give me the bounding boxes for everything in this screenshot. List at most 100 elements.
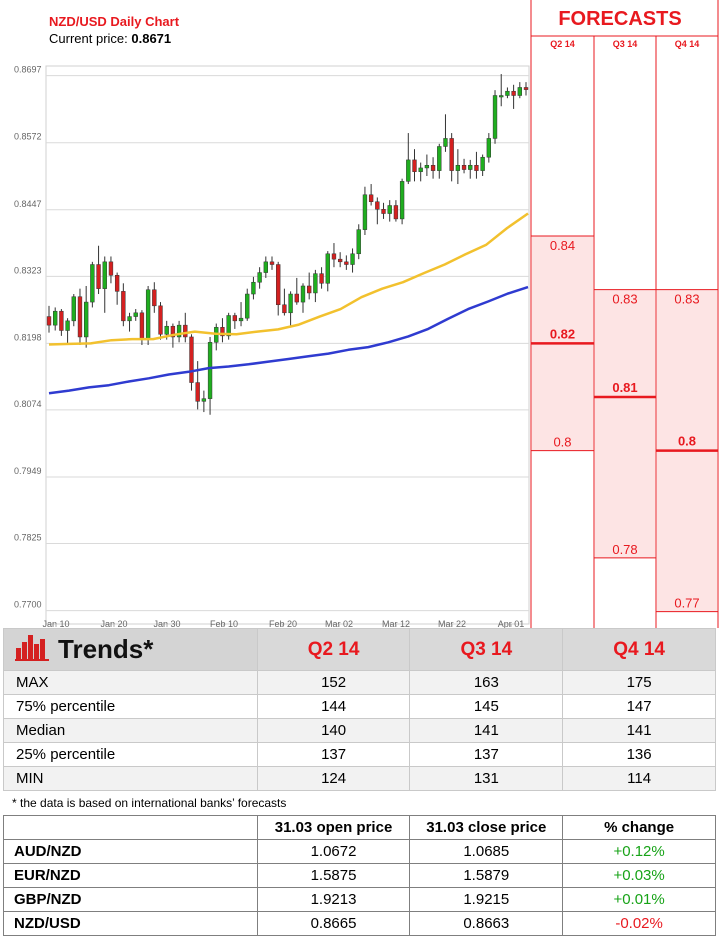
- y-tick-label: 0.8323: [14, 265, 42, 275]
- candle-down: [195, 382, 200, 402]
- trends-header-row: Trends* Q2 14 Q3 14 Q4 14: [3, 628, 716, 671]
- candle-up: [226, 315, 231, 337]
- candle-up: [492, 95, 498, 139]
- trends-table: Trends* Q2 14 Q3 14 Q4 14 MAX 152 163 17…: [3, 628, 716, 791]
- candle-up: [263, 261, 268, 273]
- candle-up: [424, 165, 430, 169]
- y-tick-label: 0.8198: [14, 332, 42, 342]
- candle-up: [257, 272, 262, 283]
- cell-value: 131: [409, 766, 564, 791]
- forecast-median-label: 0.82: [550, 326, 575, 341]
- candle-up: [443, 138, 448, 147]
- trends-row-median: Median 140 141 141: [3, 718, 716, 743]
- candle-down: [114, 275, 120, 292]
- candle-down: [375, 201, 380, 210]
- prices-col-open: 31.03 open price: [256, 815, 411, 840]
- candle-up: [356, 229, 361, 255]
- cell-value: 144: [256, 694, 411, 719]
- row-label: 75% percentile: [3, 694, 258, 719]
- prices-header-row: 31.03 open price 31.03 close price % cha…: [3, 815, 716, 840]
- close-price: 1.5879: [409, 863, 564, 888]
- plot-area: [45, 65, 530, 625]
- forecast-max-label: 0.83: [612, 292, 637, 307]
- candle-up: [90, 264, 95, 303]
- candle-down: [121, 291, 126, 322]
- candle-down: [158, 305, 163, 335]
- cell-value: 140: [256, 718, 411, 743]
- bar-chart-icon: [14, 632, 50, 668]
- candle-down: [220, 327, 225, 337]
- candle-down: [269, 261, 275, 265]
- candle-down: [523, 87, 529, 90]
- percent-change: +0.01%: [562, 887, 716, 912]
- y-tick-label: 0.8572: [14, 132, 42, 142]
- candle-up: [176, 324, 182, 338]
- candle-up: [480, 156, 485, 171]
- pair-name: GBP/NZD: [3, 887, 258, 912]
- row-label: MIN: [3, 766, 258, 791]
- candle-up: [288, 293, 293, 314]
- forecast-min-label: 0.77: [674, 596, 699, 611]
- candle-up: [455, 165, 461, 171]
- candle-down: [170, 325, 176, 338]
- candle-up: [245, 293, 250, 319]
- candle-down: [381, 209, 386, 214]
- cell-value: 141: [562, 718, 716, 743]
- candle-down: [412, 159, 417, 172]
- price-chart: 0.8697 0.8572 0.8447 0.8323 0.8198 0.8074 0.79…: [14, 0, 719, 628]
- candle-down: [96, 264, 101, 289]
- candle-up: [517, 87, 522, 96]
- candle-up: [350, 253, 355, 265]
- current-price-label: Current price:: [49, 31, 128, 46]
- candle-up: [83, 301, 89, 338]
- prices-col-close: 31.03 close price: [409, 815, 564, 840]
- candle-down: [152, 289, 157, 307]
- candle-down: [393, 205, 399, 220]
- candle-down: [474, 165, 479, 171]
- percent-change: +0.12%: [562, 839, 716, 864]
- forecast-median-label: 0.81: [612, 380, 637, 395]
- percent-change: +0.03%: [562, 863, 716, 888]
- trends-footnote: * the data is based on international ban…: [12, 796, 287, 810]
- candle-up: [53, 310, 58, 326]
- candle-up: [406, 159, 411, 182]
- candle-down: [189, 336, 194, 383]
- candle-down: [77, 296, 83, 338]
- candle-up: [251, 281, 256, 295]
- prices-row: AUD/NZD 1.0672 1.0685 +0.12%: [3, 839, 716, 864]
- x-tick-label: Mar 02: [325, 619, 353, 628]
- candle-down: [139, 312, 145, 340]
- cell-value: 114: [562, 766, 716, 791]
- close-price: 1.0685: [409, 839, 564, 864]
- candle-down: [430, 165, 436, 171]
- open-price: 0.8665: [256, 911, 411, 936]
- forecast-min-label: 0.78: [612, 542, 637, 557]
- candle-down: [461, 165, 467, 170]
- candle-up: [505, 90, 510, 96]
- prices-row: EUR/NZD 1.5875 1.5879 +0.03%: [3, 863, 716, 888]
- forecast-column-label: Q3 14: [613, 39, 638, 49]
- trends-title: Trends*: [58, 634, 154, 664]
- candle-down: [108, 261, 114, 276]
- trends-row-p75: 75% percentile 144 145 147: [3, 694, 716, 719]
- trends-row-min: MIN 124 131 114: [3, 766, 716, 791]
- prices-table: 31.03 open price 31.03 close price % cha…: [3, 815, 716, 936]
- candle-up: [71, 296, 76, 322]
- x-tick-label: Feb 20: [269, 619, 297, 628]
- candle-up: [65, 320, 70, 331]
- pair-name: NZD/USD: [3, 911, 258, 936]
- y-tick-label: 0.7700: [14, 600, 42, 610]
- forecast-column-label: Q4 14: [675, 39, 700, 49]
- pair-name: AUD/NZD: [3, 839, 258, 864]
- candle-down: [331, 253, 337, 260]
- candle-up: [207, 342, 213, 399]
- chart-title: NZD/USD Daily Chart: [49, 14, 180, 29]
- trends-row-max: MAX 152 163 175: [3, 670, 716, 695]
- candle-up: [313, 273, 318, 294]
- candle-up: [499, 95, 504, 98]
- x-tick-label: Apr 01: [498, 619, 525, 628]
- cell-value: 137: [409, 742, 564, 767]
- candle-up: [133, 312, 138, 317]
- forecast-min-label: 0.8: [553, 435, 571, 450]
- cell-value: 136: [562, 742, 716, 767]
